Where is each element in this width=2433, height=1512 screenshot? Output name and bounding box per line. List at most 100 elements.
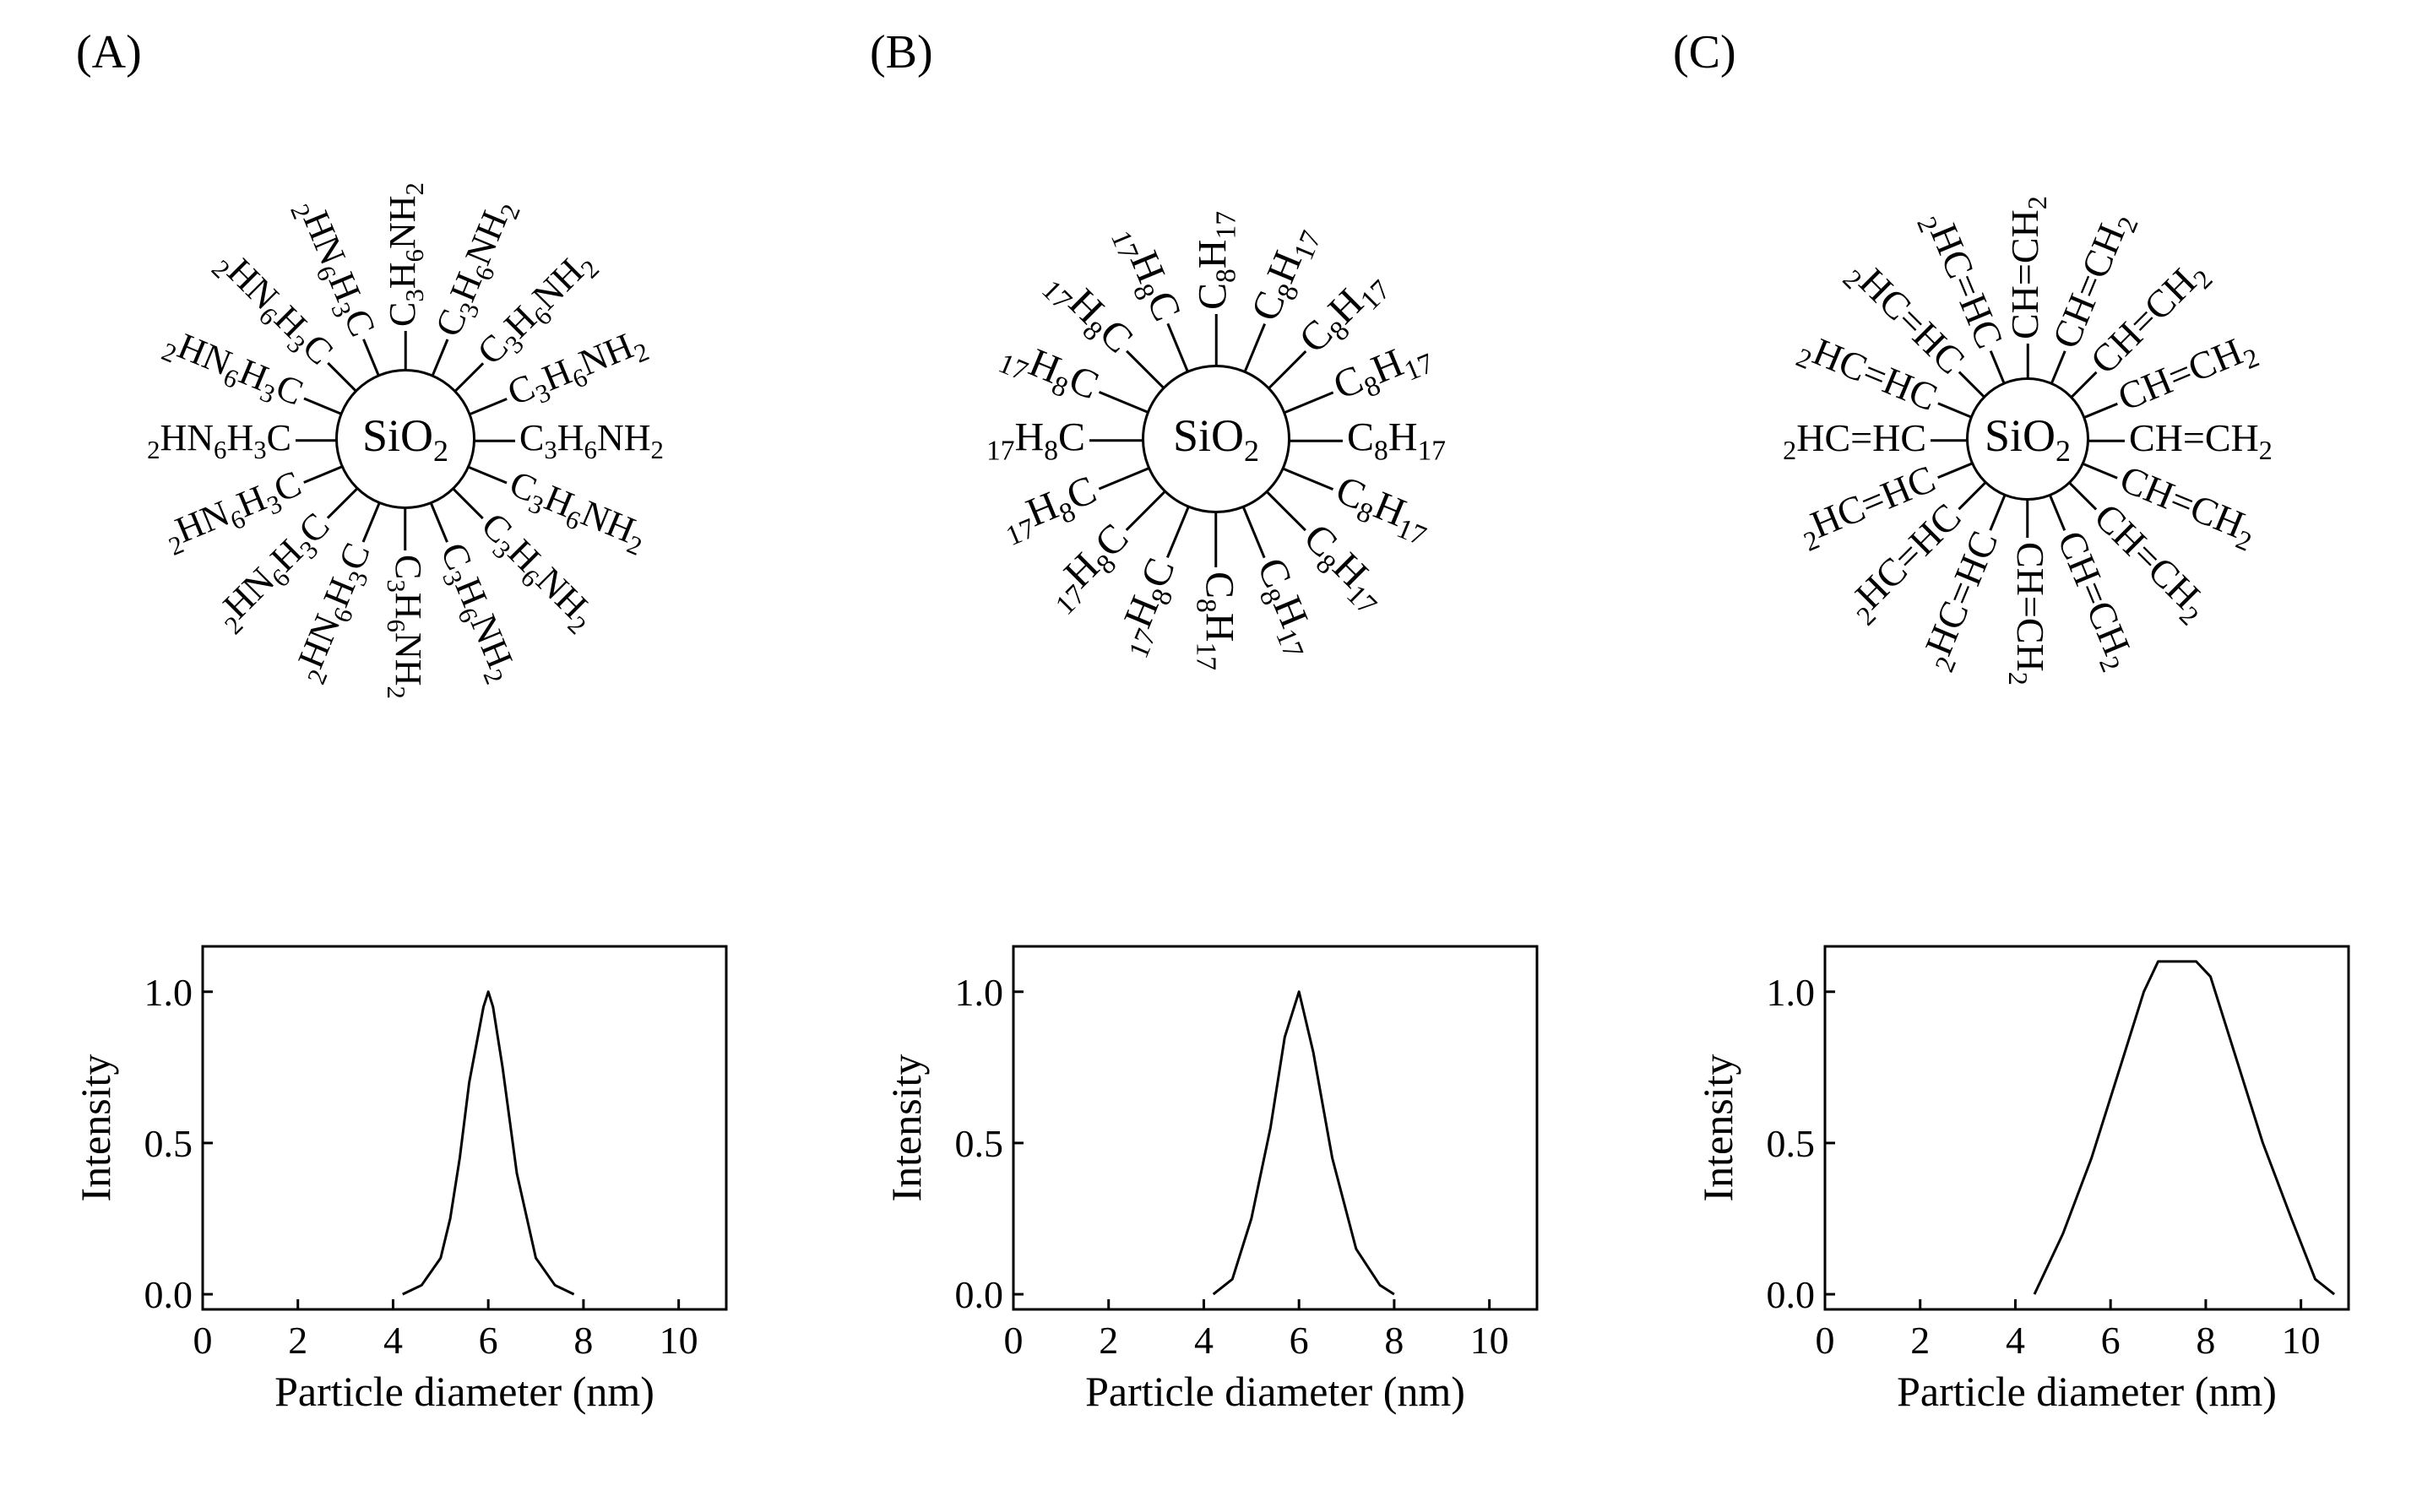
radial-arm-line: [1931, 440, 1969, 442]
panel-a: (A)C3H6NH2C3H6NH2C3H6NH2C3H6NH2C3H6NH22H…: [0, 0, 811, 1512]
radial-arm-label-holder: CH=CH2: [2002, 542, 2053, 686]
radial-arm-line: [2027, 500, 2029, 538]
radial-arm-line: [405, 508, 407, 550]
y-tick-label: 0.5: [1767, 1122, 1816, 1165]
radial-arm-label-holder: 2HN6H3C: [147, 416, 291, 465]
radial-arm-label: CH=CH2: [2129, 415, 2273, 466]
chart-frame: [1825, 946, 2349, 1309]
y-tick-label: 0.0: [1767, 1273, 1816, 1316]
radial-arm-line: [1266, 350, 1306, 391]
radial-arm-line: [362, 339, 380, 378]
chart-svg: 02468100.00.51.0Particle diameter (nm)In…: [870, 929, 1562, 1478]
radial-arm-line: [327, 362, 358, 393]
radial-arm-line: [473, 440, 515, 442]
radial-arm-label: 17H8C: [986, 415, 1085, 468]
radial-arm-line: [1242, 323, 1265, 375]
radial-arm-line: [430, 502, 448, 542]
panel-b: (B)C8H17C8H17C8H17C8H17C8H1717H8C17H8C17…: [811, 0, 1621, 1512]
x-tick-label: 10: [660, 1319, 698, 1362]
radial-arm-line: [1215, 314, 1218, 369]
radial-arm-line: [1990, 495, 2007, 531]
radial-arm-label-holder: C8H17: [1190, 211, 1243, 310]
radial-arm-line: [1166, 507, 1189, 558]
radial-arm-line: [1126, 490, 1166, 531]
x-tick-label: 6: [1290, 1319, 1309, 1362]
core-circle: SiO2: [1142, 365, 1290, 513]
radial-arm-line: [2050, 350, 2066, 387]
radial-arm-label: C3H6NH2: [519, 416, 664, 465]
x-tick-label: 6: [2101, 1319, 2121, 1362]
radial-arm-line: [1937, 403, 1974, 420]
radial-arm-line: [2027, 344, 2029, 382]
radial-arm-label-holder: 17H8C: [986, 415, 1085, 468]
radial-arm-label-holder: 2HC=HC: [1783, 415, 1926, 466]
radial-arm-label-holder: C3H6NH2: [519, 416, 664, 465]
figure-root: (A)C3H6NH2C3H6NH2C3H6NH2C3H6NH2C3H6NH22H…: [0, 0, 2433, 1512]
x-tick-label: 0: [193, 1319, 213, 1362]
radial-arm-line: [1937, 463, 1974, 480]
x-tick-label: 0: [1004, 1319, 1024, 1362]
radial-arm-label: C3H6NH2: [381, 182, 430, 327]
x-tick-label: 8: [2196, 1319, 2215, 1362]
radial-arm-line: [303, 398, 343, 415]
radial-arm-line: [1099, 391, 1150, 414]
panel-c: (C)CH=CH2CH=CH2CH=CH2CH=CH2CH=CH22HC=HC2…: [1622, 0, 2433, 1512]
radial-arm-line: [1089, 440, 1144, 442]
radial-arm-line: [2069, 371, 2098, 400]
core-circle: SiO2: [335, 369, 475, 509]
radial-arm-line: [467, 465, 507, 483]
y-tick-label: 0.0: [955, 1273, 1004, 1316]
x-tick-label: 8: [573, 1319, 593, 1362]
radial-arm-label-holder: C8H17: [1190, 572, 1243, 670]
core-label: SiO2: [1173, 409, 1259, 469]
radial-arm-line: [453, 362, 484, 393]
radial-arm-line: [1288, 440, 1343, 442]
y-tick-label: 1.0: [144, 971, 193, 1014]
radial-arm-line: [467, 398, 507, 415]
x-tick-label: 4: [1194, 1319, 1214, 1362]
radial-arm-label: 2HC=HC: [1783, 415, 1926, 466]
x-axis-label: Particle diameter (nm): [274, 1368, 654, 1415]
radial-arm-line: [1958, 482, 1987, 511]
chart-series-line: [403, 992, 574, 1294]
radial-arm-line: [1242, 507, 1265, 558]
chart-series-line: [1214, 992, 1394, 1294]
radial-arm-line: [296, 440, 338, 442]
y-tick-label: 0.5: [955, 1122, 1004, 1165]
radial-arm-line: [2082, 463, 2118, 480]
radial-arm-label: C8H17: [1190, 211, 1243, 310]
core-label: SiO2: [1985, 409, 2071, 469]
x-tick-label: 4: [383, 1319, 403, 1362]
radial-arm-line: [1282, 467, 1333, 490]
radial-arm-line: [2069, 482, 2098, 511]
radial-arm-line: [2087, 440, 2125, 442]
x-tick-label: 0: [1816, 1319, 1835, 1362]
radial-arm-label: C3H6NH2: [381, 555, 430, 699]
radial-arm-label-holder: C8H17: [1347, 415, 1446, 468]
radial-arm-line: [1126, 350, 1166, 391]
x-axis-label: Particle diameter (nm): [1085, 1368, 1465, 1415]
radial-arm-label-holder: CH=CH2: [2129, 415, 2273, 466]
x-tick-label: 2: [288, 1319, 307, 1362]
y-axis-label: Intensity: [1694, 1054, 1741, 1202]
x-tick-label: 2: [1099, 1319, 1118, 1362]
chart-frame: [1013, 946, 1537, 1309]
y-axis-label: Intensity: [883, 1054, 930, 1202]
y-tick-label: 1.0: [1767, 971, 1816, 1014]
x-tick-label: 10: [2282, 1319, 2321, 1362]
chart: 02468100.00.51.0Particle diameter (nm)In…: [59, 929, 752, 1478]
x-tick-label: 2: [1910, 1319, 1930, 1362]
x-tick-label: 6: [479, 1319, 498, 1362]
radial-arm-line: [1266, 490, 1306, 531]
core-label: SiO2: [362, 409, 448, 469]
radial-arm-line: [1215, 512, 1218, 567]
core-circle: SiO2: [1966, 377, 2089, 501]
radial-arm-label-holder: CH=CH2: [2002, 196, 2053, 339]
radial-arm-label-holder: C3H6NH2: [381, 555, 430, 699]
radial-arm-line: [303, 465, 343, 483]
radial-diagram: C3H6NH2C3H6NH2C3H6NH2C3H6NH2C3H6NH22HN6H…: [25, 59, 785, 819]
radial-arm-line: [1958, 371, 1987, 400]
radial-arm-line: [362, 502, 380, 542]
x-tick-label: 10: [1470, 1319, 1509, 1362]
y-tick-label: 1.0: [955, 971, 1004, 1014]
